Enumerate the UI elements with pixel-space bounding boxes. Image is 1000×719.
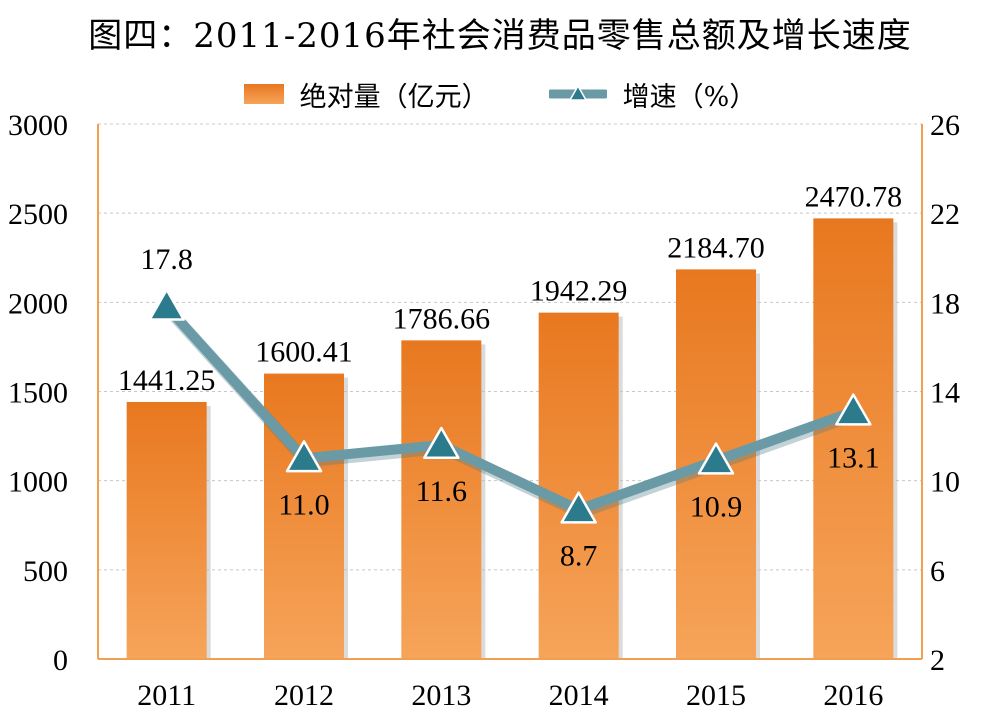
line-series: [148, 288, 872, 524]
line-marker: [423, 426, 460, 459]
y-left-tick-label: 2000: [8, 287, 68, 320]
bar-data-label: 1942.29: [530, 275, 628, 308]
x-tick-label: 2012: [274, 679, 334, 712]
bar-data-label: 1786.66: [393, 302, 491, 335]
y-right-tick-label: 14: [930, 377, 960, 410]
x-tick-label: 2013: [411, 679, 471, 712]
bar-data-label: 1600.41: [255, 336, 353, 369]
x-tick-label: 2016: [823, 679, 883, 712]
x-tick-label: 2014: [549, 679, 609, 712]
bar-data-label: 2184.70: [667, 231, 765, 264]
bar-series: [126, 218, 898, 659]
y-left-tick-label: 500: [23, 555, 68, 588]
line-data-label: 17.8: [140, 243, 193, 276]
y-right-tick-label: 18: [930, 287, 960, 320]
line-data-label: 11.6: [416, 475, 467, 508]
bar-data-label: 2470.78: [805, 180, 903, 213]
y-left-tick-label: 1500: [8, 377, 68, 410]
chart-title: 图四：2011-2016年社会消费品零售总额及增长速度: [88, 16, 912, 56]
bar: [264, 373, 344, 659]
x-tick-label: 2015: [686, 679, 746, 712]
bar-data-label: 1441.25: [118, 364, 216, 397]
y-left-tick-label: 2500: [8, 198, 68, 231]
legend-bar-label: 绝对量（亿元）: [299, 81, 489, 113]
legend-line-swatch: [548, 84, 607, 101]
line-data-label: 8.7: [560, 540, 598, 573]
y-left-tick-label: 1000: [8, 466, 68, 499]
line-path: [161, 301, 859, 515]
y-right-tick-label: 22: [930, 198, 960, 231]
y-left-tick-label: 3000: [8, 109, 68, 142]
bar: [401, 340, 482, 659]
bar: [813, 218, 894, 659]
legend-line-label: 增速（%）: [622, 81, 757, 113]
y-right-tick-label: 26: [930, 109, 960, 142]
data-labels: 1441.25 1600.41 1786.66 1942.29 2184.70 2470.…: [118, 180, 902, 572]
y-left-tick-label: 0: [53, 644, 68, 677]
x-tick-label: 2011: [137, 679, 196, 712]
line-marker: [148, 288, 185, 321]
y-right-tick-label: 2: [930, 644, 945, 677]
line-marker: [285, 440, 323, 473]
legend-bar-swatch: [243, 84, 284, 104]
line-marker: [560, 491, 597, 524]
line-data-label: 11.0: [278, 488, 329, 521]
grid-lines: [98, 123, 922, 571]
line-data-label: 10.9: [690, 491, 743, 524]
chart-legend: 绝对量（亿元） 增速（%）: [0, 72, 1000, 116]
line-marker: [835, 393, 872, 426]
bar: [126, 401, 207, 659]
y-right-tick-label: 10: [930, 466, 960, 499]
line-marker: [697, 442, 735, 475]
legend-item-line: 增速（%）: [548, 75, 757, 114]
line-data-label: 13.1: [827, 442, 880, 475]
y-right-tick-label: 6: [930, 555, 945, 588]
axes: 0500100015002000250030002610141822262011…: [8, 109, 960, 712]
bar: [538, 312, 619, 659]
legend-item-bar: 绝对量（亿元）: [243, 75, 489, 114]
